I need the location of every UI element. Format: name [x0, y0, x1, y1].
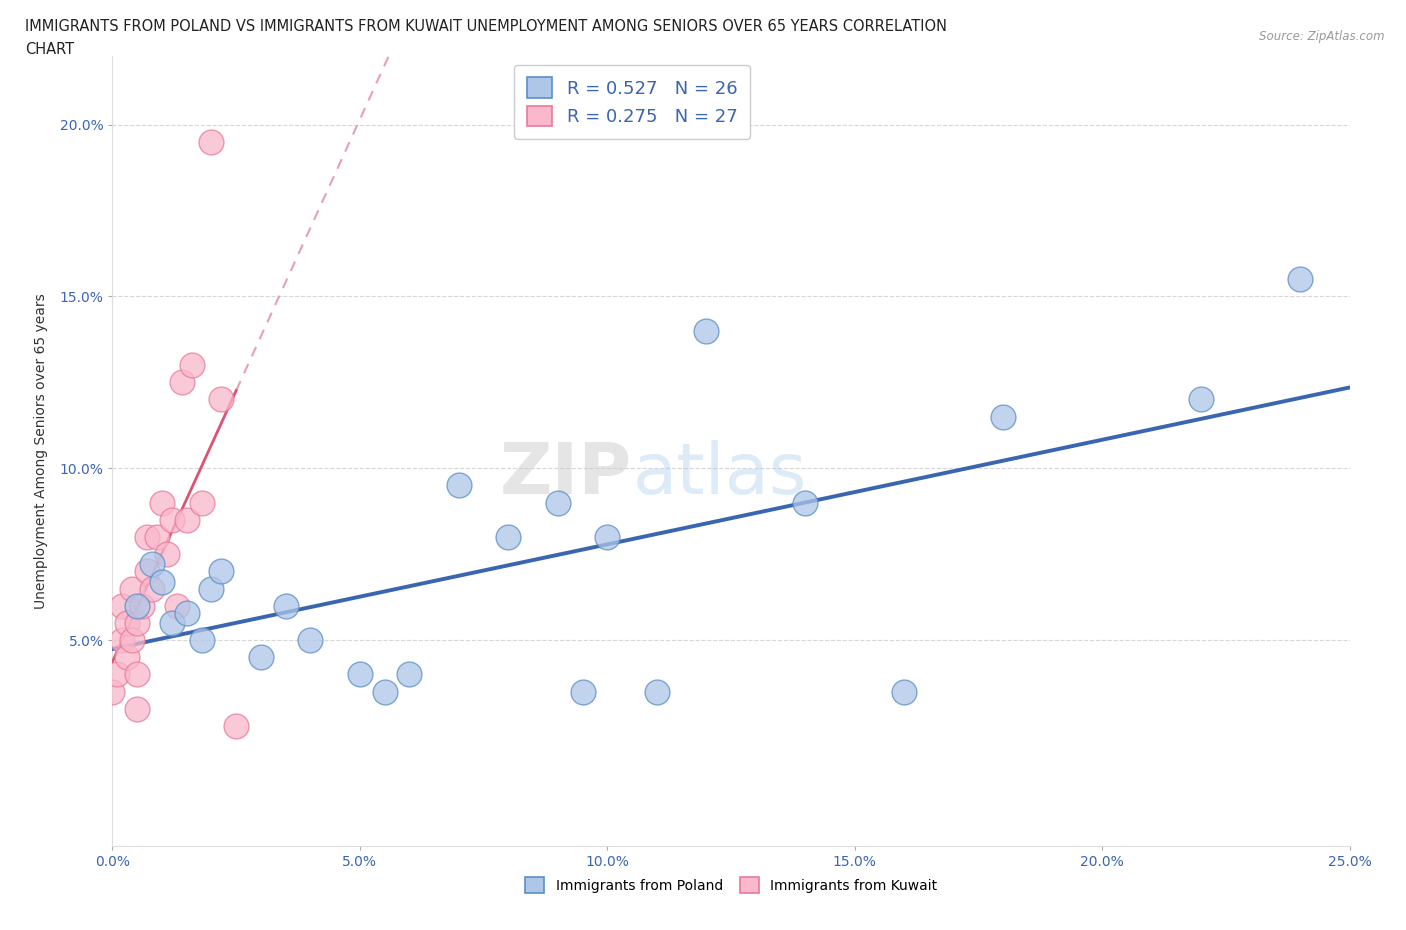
Y-axis label: Unemployment Among Seniors over 65 years: Unemployment Among Seniors over 65 years [35, 293, 48, 609]
Point [180, 358, 202, 373]
Point [160, 512, 183, 527]
Point [121, 632, 143, 647]
Point [141, 581, 163, 596]
Point [398, 667, 420, 682]
Text: ZIP: ZIP [501, 440, 633, 510]
Point [209, 392, 232, 407]
Point [101, 684, 124, 699]
Point [150, 495, 173, 510]
Point [596, 529, 619, 544]
Point [893, 684, 915, 699]
Point [131, 598, 153, 613]
Point [146, 529, 169, 544]
Point [111, 632, 134, 647]
Point [250, 650, 273, 665]
Point [150, 574, 173, 589]
Point [136, 564, 159, 578]
Point [127, 598, 149, 613]
Point [156, 547, 179, 562]
Point [170, 375, 193, 390]
Point [117, 650, 139, 665]
Text: CHART: CHART [25, 42, 75, 57]
Point [127, 616, 149, 631]
Point [107, 667, 129, 682]
Point [121, 581, 143, 596]
Point [374, 684, 396, 699]
Point [117, 616, 139, 631]
Point [225, 719, 247, 734]
Point [645, 684, 668, 699]
Point [209, 564, 232, 578]
Legend: Immigrants from Poland, Immigrants from Kuwait: Immigrants from Poland, Immigrants from … [519, 871, 943, 898]
Point [349, 667, 371, 682]
Text: Source: ZipAtlas.com: Source: ZipAtlas.com [1260, 30, 1385, 43]
Point [571, 684, 593, 699]
Point [160, 616, 183, 631]
Point [136, 529, 159, 544]
Point [111, 598, 134, 613]
Point [498, 529, 520, 544]
Point [299, 632, 322, 647]
Text: atlas: atlas [633, 440, 807, 510]
Point [127, 667, 149, 682]
Point [274, 598, 297, 613]
Point [1189, 392, 1212, 407]
Point [190, 632, 212, 647]
Point [547, 495, 569, 510]
Point [176, 605, 198, 620]
Point [127, 701, 149, 716]
Text: IMMIGRANTS FROM POLAND VS IMMIGRANTS FROM KUWAIT UNEMPLOYMENT AMONG SENIORS OVER: IMMIGRANTS FROM POLAND VS IMMIGRANTS FRO… [25, 19, 948, 33]
Point [993, 409, 1015, 424]
Point [166, 598, 188, 613]
Point [200, 581, 222, 596]
Point [141, 557, 163, 572]
Point [447, 478, 470, 493]
Point [176, 512, 198, 527]
Point [200, 134, 222, 149]
Point [1289, 272, 1312, 286]
Point [794, 495, 817, 510]
Point [695, 324, 717, 339]
Point [190, 495, 212, 510]
